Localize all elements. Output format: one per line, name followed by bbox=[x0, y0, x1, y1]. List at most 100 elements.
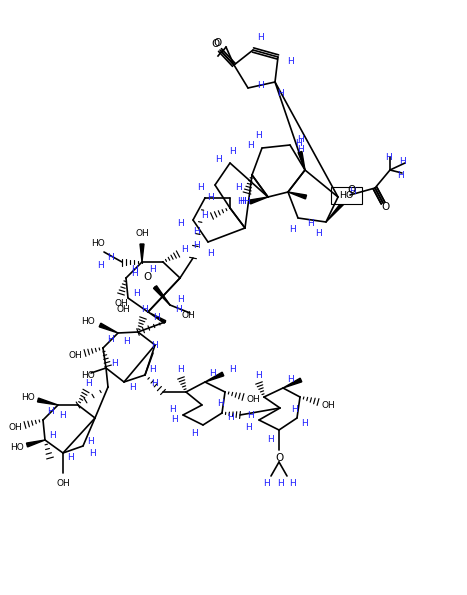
Polygon shape bbox=[37, 398, 58, 405]
Text: H: H bbox=[349, 187, 355, 196]
Text: H: H bbox=[210, 369, 216, 378]
Text: H: H bbox=[258, 80, 264, 89]
Text: H: H bbox=[297, 136, 304, 145]
Text: H: H bbox=[177, 296, 184, 305]
Polygon shape bbox=[140, 244, 144, 262]
Text: H: H bbox=[217, 399, 223, 409]
Text: H: H bbox=[243, 196, 249, 205]
FancyBboxPatch shape bbox=[331, 186, 361, 203]
Text: H: H bbox=[198, 183, 205, 193]
Text: H: H bbox=[257, 33, 263, 42]
Polygon shape bbox=[298, 152, 305, 170]
Text: OH: OH bbox=[68, 352, 82, 361]
Text: H: H bbox=[133, 289, 139, 298]
Text: H: H bbox=[255, 131, 262, 140]
Text: H: H bbox=[141, 305, 148, 315]
Text: H: H bbox=[264, 480, 270, 488]
Text: OH: OH bbox=[114, 299, 128, 308]
Polygon shape bbox=[99, 323, 118, 333]
Text: H: H bbox=[175, 305, 181, 315]
Text: OH: OH bbox=[135, 230, 149, 239]
Text: H: H bbox=[107, 336, 114, 345]
Text: O: O bbox=[212, 39, 220, 49]
Text: H: H bbox=[290, 480, 297, 488]
Text: O: O bbox=[348, 185, 356, 195]
Text: H: H bbox=[149, 365, 156, 374]
Text: H: H bbox=[248, 411, 255, 419]
Text: H: H bbox=[206, 193, 213, 202]
Text: OH: OH bbox=[321, 400, 335, 409]
Text: HO: HO bbox=[339, 190, 353, 199]
Polygon shape bbox=[154, 286, 170, 305]
Text: H: H bbox=[177, 218, 184, 227]
Text: H: H bbox=[191, 428, 198, 437]
Text: H: H bbox=[68, 453, 74, 462]
Text: HO: HO bbox=[10, 443, 24, 453]
Polygon shape bbox=[326, 193, 352, 222]
Text: H: H bbox=[296, 139, 302, 149]
Text: H: H bbox=[201, 211, 207, 221]
Text: H: H bbox=[97, 261, 103, 270]
Text: H: H bbox=[230, 365, 236, 374]
Text: H: H bbox=[170, 406, 177, 415]
Text: OH: OH bbox=[8, 424, 22, 433]
Text: H: H bbox=[152, 378, 158, 387]
Text: H: H bbox=[182, 246, 188, 255]
Text: H: H bbox=[153, 312, 159, 321]
Text: H: H bbox=[90, 449, 96, 459]
Text: H: H bbox=[111, 359, 117, 368]
Text: OH: OH bbox=[116, 305, 130, 315]
Polygon shape bbox=[288, 192, 306, 199]
Text: H: H bbox=[276, 89, 283, 99]
Text: H: H bbox=[123, 337, 129, 346]
Text: H: H bbox=[172, 415, 178, 424]
Text: H: H bbox=[290, 226, 297, 234]
Text: OH: OH bbox=[56, 478, 70, 487]
Text: H: H bbox=[230, 146, 236, 155]
Text: H: H bbox=[287, 58, 293, 67]
Text: H: H bbox=[268, 436, 275, 444]
Text: H: H bbox=[106, 252, 113, 261]
Text: H: H bbox=[396, 171, 403, 180]
Text: H: H bbox=[237, 196, 243, 205]
Text: H: H bbox=[131, 265, 137, 274]
Text: H: H bbox=[88, 437, 94, 446]
Text: H: H bbox=[149, 265, 156, 274]
Text: HO: HO bbox=[81, 317, 95, 325]
Text: H: H bbox=[128, 383, 135, 392]
Polygon shape bbox=[283, 378, 302, 388]
Text: H: H bbox=[60, 411, 66, 419]
Text: H: H bbox=[152, 340, 158, 349]
Text: OH: OH bbox=[181, 311, 195, 320]
Polygon shape bbox=[205, 372, 224, 382]
Text: H: H bbox=[215, 155, 221, 164]
Text: O: O bbox=[381, 202, 389, 212]
Text: H: H bbox=[234, 183, 241, 193]
Polygon shape bbox=[249, 197, 268, 204]
Text: H: H bbox=[132, 268, 138, 277]
Text: H: H bbox=[315, 230, 321, 239]
Text: H: H bbox=[177, 365, 184, 374]
Text: H: H bbox=[192, 240, 199, 249]
Text: H: H bbox=[85, 378, 92, 387]
Text: OH: OH bbox=[246, 396, 260, 405]
Text: H: H bbox=[302, 418, 308, 427]
Text: H: H bbox=[291, 405, 298, 414]
Polygon shape bbox=[27, 440, 45, 447]
Text: HO: HO bbox=[81, 371, 95, 380]
Text: H: H bbox=[48, 408, 54, 416]
Text: H: H bbox=[226, 414, 234, 422]
Text: H: H bbox=[288, 375, 294, 384]
Text: HO: HO bbox=[21, 393, 35, 402]
Text: H: H bbox=[192, 227, 199, 236]
Text: H: H bbox=[50, 431, 57, 440]
Text: H: H bbox=[297, 146, 304, 155]
Text: O: O bbox=[214, 38, 222, 48]
Text: H: H bbox=[208, 249, 214, 258]
Text: H: H bbox=[246, 424, 252, 433]
Text: HO: HO bbox=[91, 240, 105, 249]
Text: H: H bbox=[399, 158, 405, 167]
Text: H: H bbox=[307, 218, 313, 227]
Text: H: H bbox=[247, 140, 254, 149]
Text: H: H bbox=[239, 198, 245, 206]
